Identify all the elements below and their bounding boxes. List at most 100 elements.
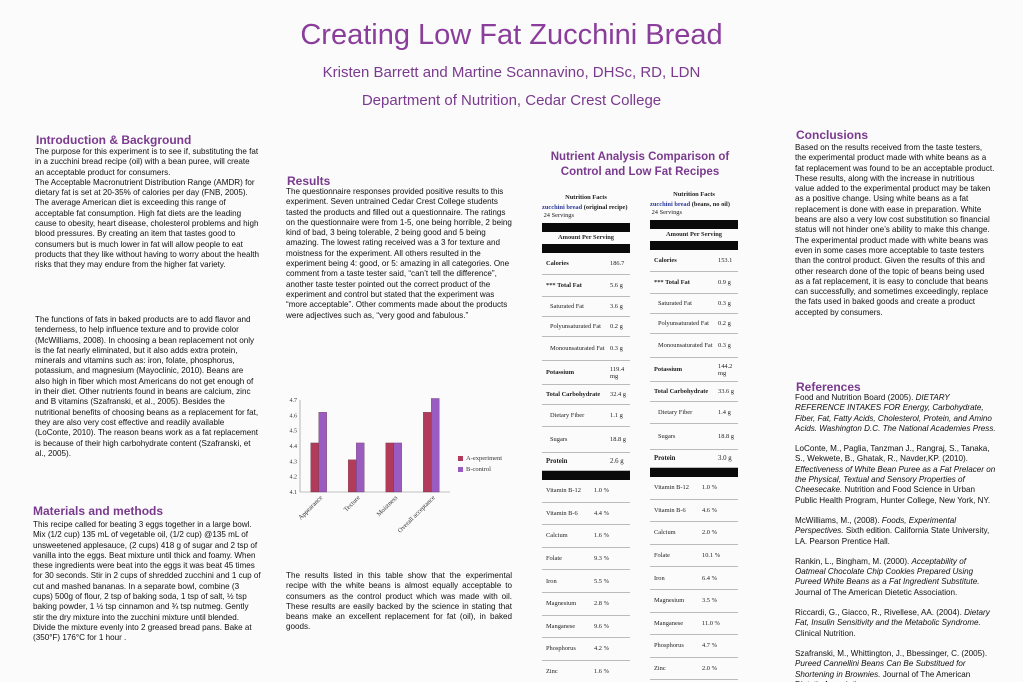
conclusions-text: Based on the results received from the t… (795, 143, 995, 317)
results-text: The questionnaire responses provided pos… (286, 187, 512, 320)
table-results-text: The results listed in this table show th… (286, 571, 512, 632)
x-tick-label: Texture (343, 494, 362, 513)
divider-bar (650, 241, 738, 250)
nutrient-row: Protein 3.0 g (650, 450, 738, 468)
bar-control (431, 398, 440, 493)
nutrient-row: Monounsaturated Fat 0.3 g (650, 334, 738, 358)
vitamin-label: Zinc (654, 665, 666, 673)
nutrient-label: *** Total Fat (654, 279, 690, 286)
nutrient-value: 2.6 g (610, 458, 624, 465)
nutrient-value: 32.4 g (610, 391, 626, 398)
nutrient-value: 1.4 g (718, 409, 731, 416)
divider-bar (542, 244, 630, 253)
vitamin-row: Calcium 2.0 % (650, 522, 738, 545)
servings: 24 Servings (650, 209, 682, 216)
divider-bar (650, 468, 738, 477)
vitamin-value: 4.2 % (594, 645, 609, 653)
nutrient-label: *** Total Fat (546, 282, 582, 289)
nutrient-heading: Nutrient Analysis Comparison of Control … (550, 151, 730, 178)
vitamin-value: 9.3 % (594, 555, 609, 563)
vitamin-row: Manganese 11.0 % (650, 613, 738, 636)
vitamin-value: 1.6 % (594, 532, 609, 540)
nutrient-value: 18.8 g (718, 433, 734, 440)
vitamin-row: Iron 5.5 % (542, 570, 630, 593)
nutrient-value: 3.0 g (718, 455, 732, 462)
nutrient-label: Dietary Fiber (658, 409, 693, 416)
nutrient-label: Calories (546, 260, 569, 267)
bar-control (318, 412, 327, 493)
intro-paragraph-2: The functions of fats in baked products … (35, 315, 259, 458)
nutrient-value: 0.3 g (718, 342, 731, 349)
x-tick-label: Moistness (376, 494, 400, 518)
nutrient-value: 0.3 g (718, 300, 731, 307)
nutrient-row: Calories 186.7 (542, 253, 630, 275)
poster-title: Creating Low Fat Zucchini Bread (300, 19, 723, 51)
vitamin-label: Zinc (546, 668, 558, 676)
reference-item: Food and Nutrition Board (2005). DIETARY… (795, 393, 996, 433)
vitamin-value: 11.0 % (702, 619, 720, 627)
nutrient-value: 119.4 mg (610, 365, 625, 380)
legend-swatch (458, 456, 463, 461)
vitamin-row: Iron 6.4 % (650, 567, 738, 590)
nutrient-row: Monounsaturated Fat 0.3 g (542, 337, 630, 361)
poster-department: Department of Nutrition, Cedar Crest Col… (361, 92, 662, 109)
bar-experiment (310, 442, 319, 493)
vitamin-value: 4.7 % (702, 642, 717, 650)
servings: 24 Servings (542, 212, 574, 219)
vitamin-value: 4.4 % (594, 509, 609, 517)
vitamin-label: Vitamin B-6 (654, 506, 686, 514)
vitamin-value: 2.0 % (702, 665, 717, 673)
vitamin-label: Vitamin B-6 (546, 509, 578, 517)
nutrient-label: Sugars (550, 436, 568, 443)
vitamin-value: 2.8 % (594, 600, 609, 608)
conclusions-heading: Conclusions (796, 128, 869, 142)
nutrient-value: 144.2 mg (718, 362, 733, 377)
nutrient-row: Sugars 18.8 g (650, 424, 738, 450)
nutrient-value: 0.2 g (610, 323, 623, 330)
vitamin-row: Calcium 1.6 % (542, 525, 630, 548)
vitamin-label: Phosphorus (654, 642, 684, 650)
nutrient-value: 3.6 g (610, 303, 623, 310)
nutrient-label: Potassium (546, 369, 575, 376)
vitamin-row: Folate 9.3 % (542, 548, 630, 571)
nutrient-row: Polyunsaturated Fat 0.2 g (650, 314, 738, 334)
nutrient-value: 186.7 (610, 260, 625, 267)
y-tick-label: 4.2 (290, 475, 298, 481)
nutrient-label: Polyunsaturated Fat (658, 320, 709, 327)
nutrient-row: Saturated Fat 0.3 g (650, 294, 738, 314)
vitamin-label: Magnesium (546, 600, 577, 608)
nutrition-facts-beans: Nutrition Facts zucchini bread (beans, no… (650, 191, 738, 681)
nutrient-label: Total Carbohydrate (654, 388, 709, 395)
nutrition-facts-name: zucchini bread (beans, no oil) (650, 201, 738, 209)
bar-experiment (423, 412, 432, 493)
nutrient-row: Sugars 18.8 g (542, 427, 630, 453)
recipe-note: (beans, no oil) (690, 201, 730, 208)
divider-bar (542, 471, 630, 480)
bar-experiment (385, 442, 394, 493)
nutrient-row: *** Total Fat 5.6 g (542, 275, 630, 297)
vitamin-row: Manganese 9.6 % (542, 616, 630, 639)
legend-label: B-control (466, 466, 491, 473)
y-tick-label: 4.5 (290, 429, 298, 435)
vitamin-row: Folate 10.1 % (650, 545, 738, 568)
nutrient-label: Monounsaturated Fat (550, 345, 605, 352)
nutrient-row: Dietary Fiber 1.1 g (542, 405, 630, 427)
vitamin-label: Folate (654, 552, 670, 560)
reference-item: Szafranski, M., Whittington, J., Bbessin… (795, 648, 988, 682)
nutrient-label: Total Carbohydrate (546, 391, 601, 398)
vitamin-row: Vitamin B-12 1.0 % (542, 480, 630, 503)
vitamin-value: 3.5 % (702, 597, 717, 605)
nutrient-label: Saturated Fat (550, 303, 584, 310)
materials-text: This recipe called for beating 3 eggs to… (33, 520, 261, 643)
nutrient-value: 1.1 g (610, 412, 623, 419)
nutrient-label: Sugars (658, 433, 676, 440)
nutrient-row: Saturated Fat 3.6 g (542, 297, 630, 317)
nutrient-value: 0.9 g (718, 279, 731, 286)
reference-item: LoConte, M., Paglia, Tanzman J., Rangraj… (795, 444, 996, 505)
nutrient-label: Calories (654, 257, 677, 264)
vitamin-label: Vitamin B-12 (654, 484, 689, 492)
recipe-name: zucchini bread (542, 204, 583, 211)
nutrient-row: Protein 2.6 g (542, 453, 630, 471)
nutrient-row: Dietary Fiber 1.4 g (650, 402, 738, 424)
vitamin-row: Vitamin B-6 4.6 % (650, 500, 738, 523)
